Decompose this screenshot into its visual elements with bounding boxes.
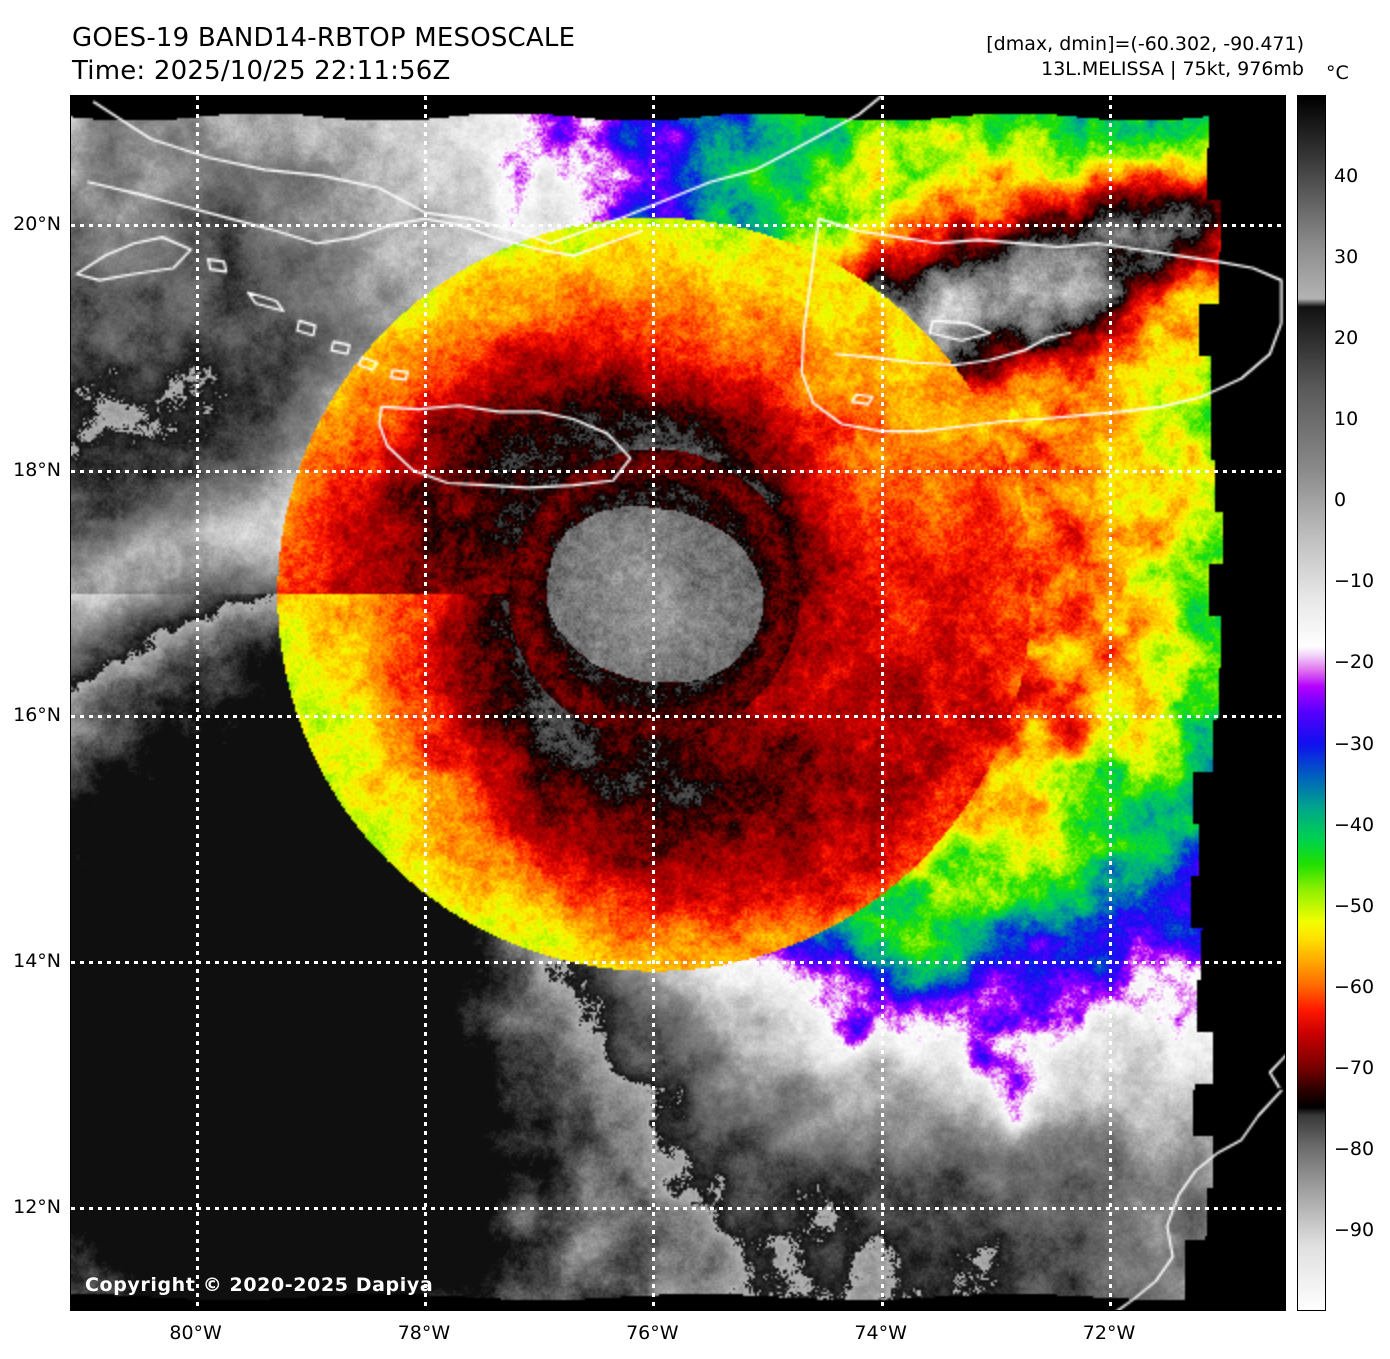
page-title: GOES-19 BAND14-RBTOP MESOSCALE — [72, 23, 576, 53]
storm-info-label: 13L.MELISSA | 75kt, 976mb — [1041, 58, 1304, 80]
ytick-16°N: 16°N — [13, 704, 61, 727]
xtick-72°W: 72°W — [1082, 1322, 1136, 1344]
ytick-18°N: 18°N — [13, 458, 61, 481]
xtick-76°W: 76°W — [626, 1322, 679, 1344]
timestamp-label: Time: 2025/10/25 22:11:56Z — [72, 56, 451, 86]
colorbar-tick-40: 40 — [1334, 165, 1359, 188]
colorbar-tick-20: 20 — [1334, 327, 1359, 350]
satellite-image-plot[interactable]: Copyright © 2020-2025 Dapiya — [70, 95, 1286, 1311]
colorbar-tick--30: −30 — [1334, 732, 1375, 755]
colorbar-tick-0: 0 — [1334, 489, 1347, 512]
metadata-block: [dmax, dmin]=(-60.302, -90.471) 13L.MELI… — [986, 32, 1304, 82]
colorbar-tick--20: −20 — [1334, 651, 1375, 674]
satellite-imagery-canvas — [71, 96, 1285, 1310]
xtick-80°W: 80°W — [169, 1322, 222, 1344]
temperature-colorbar[interactable] — [1297, 95, 1326, 1311]
title-block: GOES-19 BAND14-RBTOP MESOSCALE Time: 202… — [72, 22, 575, 88]
colorbar-unit-label: °C — [1326, 62, 1349, 84]
colorbar-tick--90: −90 — [1334, 1218, 1375, 1241]
colorbar-tick--80: −80 — [1334, 1137, 1375, 1160]
colorbar-tick--40: −40 — [1334, 813, 1375, 836]
xtick-74°W: 74°W — [854, 1322, 907, 1344]
colorbar-tick--50: −50 — [1334, 894, 1375, 917]
colorbar-tick-30: 30 — [1334, 246, 1359, 269]
ytick-14°N: 14°N — [13, 949, 61, 972]
copyright-watermark: Copyright © 2020-2025 Dapiya — [85, 1274, 434, 1296]
colorbar-tick--60: −60 — [1334, 975, 1375, 998]
ytick-12°N: 12°N — [13, 1195, 61, 1218]
xtick-78°W: 78°W — [397, 1322, 451, 1344]
ytick-20°N: 20°N — [13, 212, 61, 235]
colorbar-tick--70: −70 — [1334, 1056, 1375, 1079]
colorbar-tick-10: 10 — [1334, 408, 1359, 431]
colorbar-gradient — [1298, 96, 1325, 1310]
colorbar-tick--10: −10 — [1334, 570, 1375, 593]
dmax-dmin-label: [dmax, dmin]=(-60.302, -90.471) — [986, 33, 1304, 55]
